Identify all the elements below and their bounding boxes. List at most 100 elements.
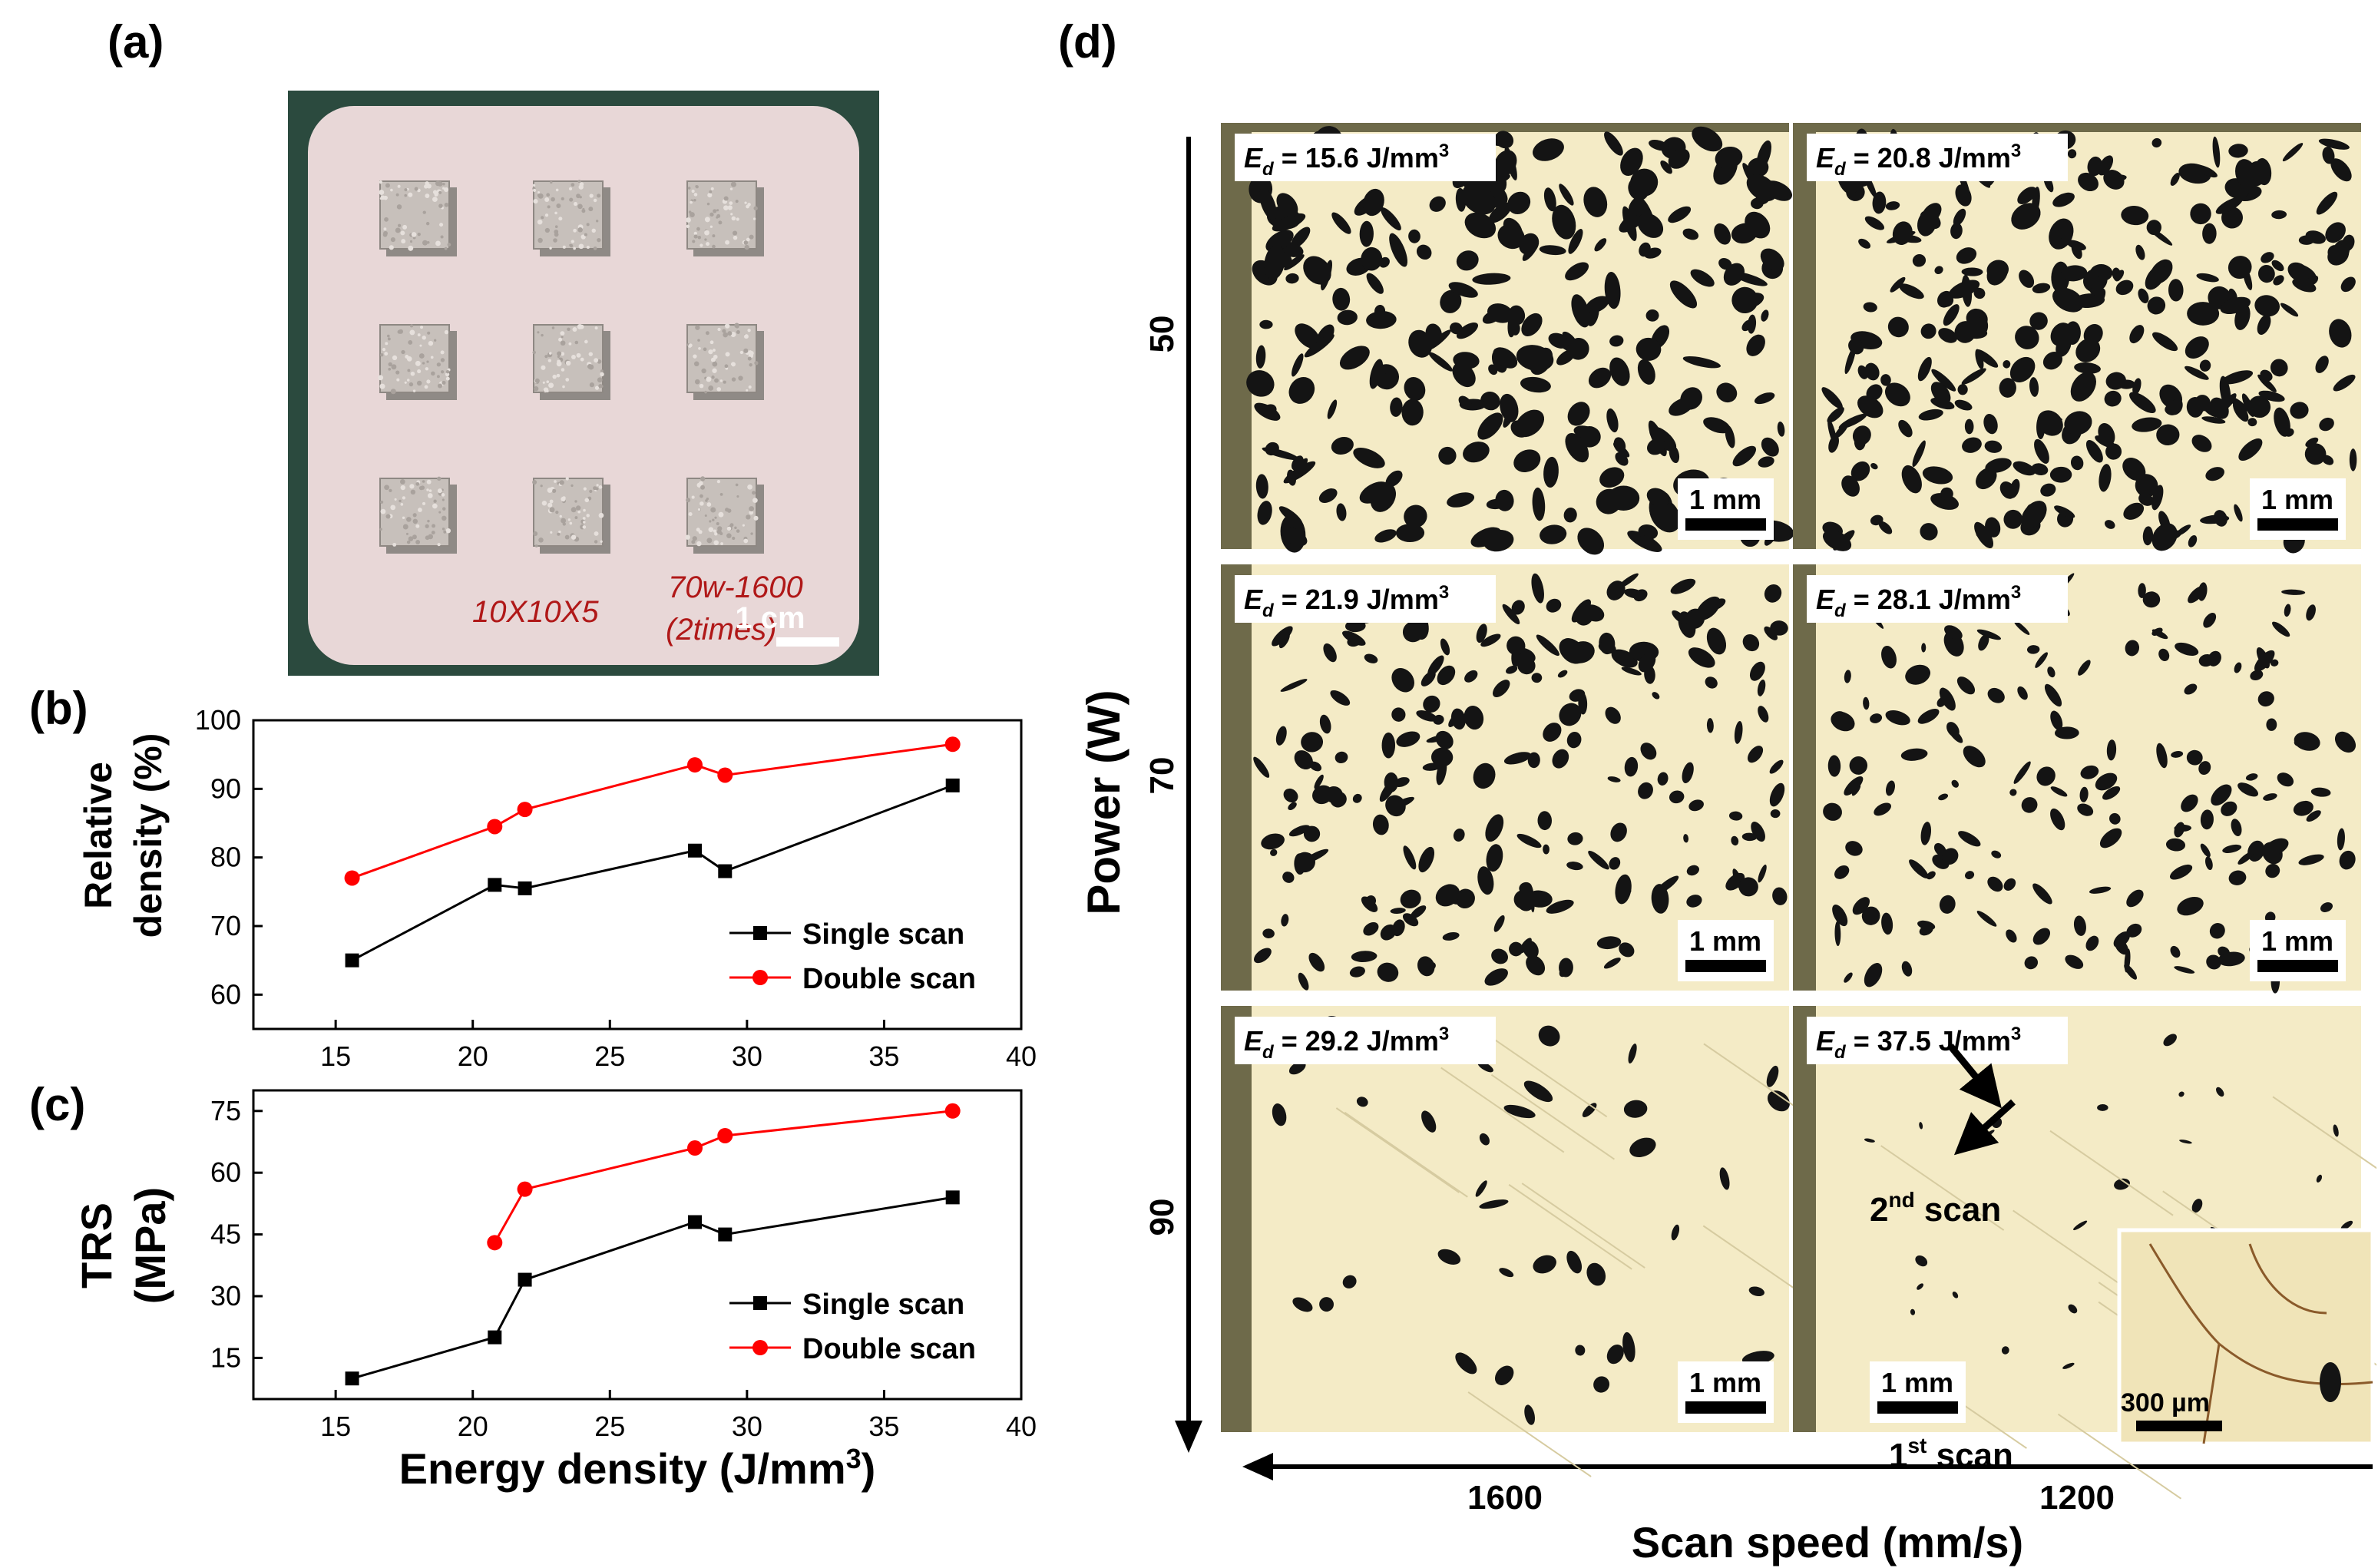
energy-density-label: Ed = 29.2 J/mm3 (1244, 1024, 1449, 1063)
cube-texture (582, 525, 587, 529)
pore (1637, 213, 1664, 238)
cube-texture (390, 389, 396, 395)
scale-bar (1685, 1401, 1766, 1414)
cube-texture (543, 387, 549, 392)
pore (1881, 645, 1897, 669)
pore (1769, 782, 1785, 807)
cube-texture (436, 362, 442, 367)
series-markers (345, 1103, 961, 1386)
pore (1373, 372, 1391, 382)
cube-texture (537, 237, 543, 243)
cube-texture (438, 203, 443, 208)
pore (2306, 604, 2316, 621)
pore (2265, 863, 2280, 878)
pore (1609, 857, 1621, 870)
pore (1652, 692, 1660, 700)
pore (1741, 832, 1758, 842)
cube-texture (422, 480, 425, 483)
data-point (345, 1371, 359, 1386)
cube-texture (438, 511, 442, 514)
cube-texture (719, 492, 723, 496)
pore (1403, 845, 1417, 870)
cube-texture (729, 523, 734, 528)
pore (1690, 269, 1715, 287)
pore (1751, 197, 1764, 210)
cube-texture (736, 330, 740, 334)
pore (1978, 633, 1989, 651)
data-point (517, 802, 533, 818)
pore (2085, 439, 2103, 463)
cube-texture (402, 496, 406, 500)
cube-texture (406, 517, 412, 522)
pore (2073, 915, 2086, 936)
cube-texture (709, 212, 714, 217)
cube-texture (431, 371, 435, 376)
pore (2044, 683, 2062, 707)
pore (1377, 962, 1399, 982)
pore (1264, 244, 1285, 280)
pore (1901, 961, 1913, 977)
pore (2238, 438, 2263, 461)
cube-texture (408, 245, 414, 251)
cube-texture (701, 368, 706, 374)
cube-texture (385, 514, 391, 519)
cube-texture (716, 387, 721, 392)
cube-texture (427, 519, 430, 523)
power-axis-arrowhead (1175, 1421, 1202, 1453)
pore (1706, 718, 1714, 733)
pore (1844, 670, 1851, 683)
cube-texture (438, 190, 442, 194)
cube-texture (389, 245, 394, 250)
pore (1336, 503, 1347, 521)
pore (1344, 620, 1366, 633)
scale-bar (2257, 960, 2338, 972)
cube-texture (746, 389, 749, 392)
cube-texture (552, 374, 557, 379)
cube-texture (695, 185, 698, 188)
pore (2293, 800, 2314, 816)
cube-texture (571, 240, 574, 243)
cube-texture (425, 367, 429, 371)
pore (1985, 517, 2001, 538)
pore (1507, 636, 1526, 656)
cube-texture (440, 358, 445, 362)
pore (1766, 1065, 1779, 1087)
pore (1738, 877, 1758, 897)
pore (1304, 333, 1335, 358)
pore (1599, 467, 1625, 488)
pore (1563, 508, 1577, 523)
cube-texture (404, 194, 408, 197)
pore (1342, 1275, 1357, 1288)
pore (1538, 1025, 1560, 1047)
pore (1649, 498, 1681, 533)
pore (1586, 1262, 1606, 1286)
cube-texture (579, 324, 584, 329)
pore (2264, 838, 2289, 856)
pore (1578, 692, 1588, 715)
cube-texture (743, 334, 749, 339)
cube-texture (577, 203, 583, 210)
cube-texture (432, 524, 436, 528)
cube-texture (431, 531, 435, 535)
cube-texture (408, 382, 414, 387)
cube-texture (562, 385, 565, 389)
pore (1622, 206, 1637, 241)
cube-texture (727, 331, 733, 336)
pore (1546, 899, 1574, 914)
pore (1715, 146, 1743, 169)
cube-texture (711, 375, 715, 379)
pore (2064, 411, 2092, 435)
pore (1991, 850, 2002, 858)
cube-texture (397, 329, 402, 334)
cube-texture (547, 205, 551, 209)
pore (1351, 951, 1378, 962)
pore (1983, 413, 1998, 435)
cube-texture (689, 212, 695, 217)
handwriting-right-1: 70w-1600 (668, 571, 803, 604)
pore (1938, 793, 1949, 801)
pore (2237, 851, 2254, 865)
pore (2009, 789, 2017, 796)
pore (1359, 220, 1374, 247)
pore (1976, 524, 1983, 537)
pore (1565, 432, 1589, 463)
